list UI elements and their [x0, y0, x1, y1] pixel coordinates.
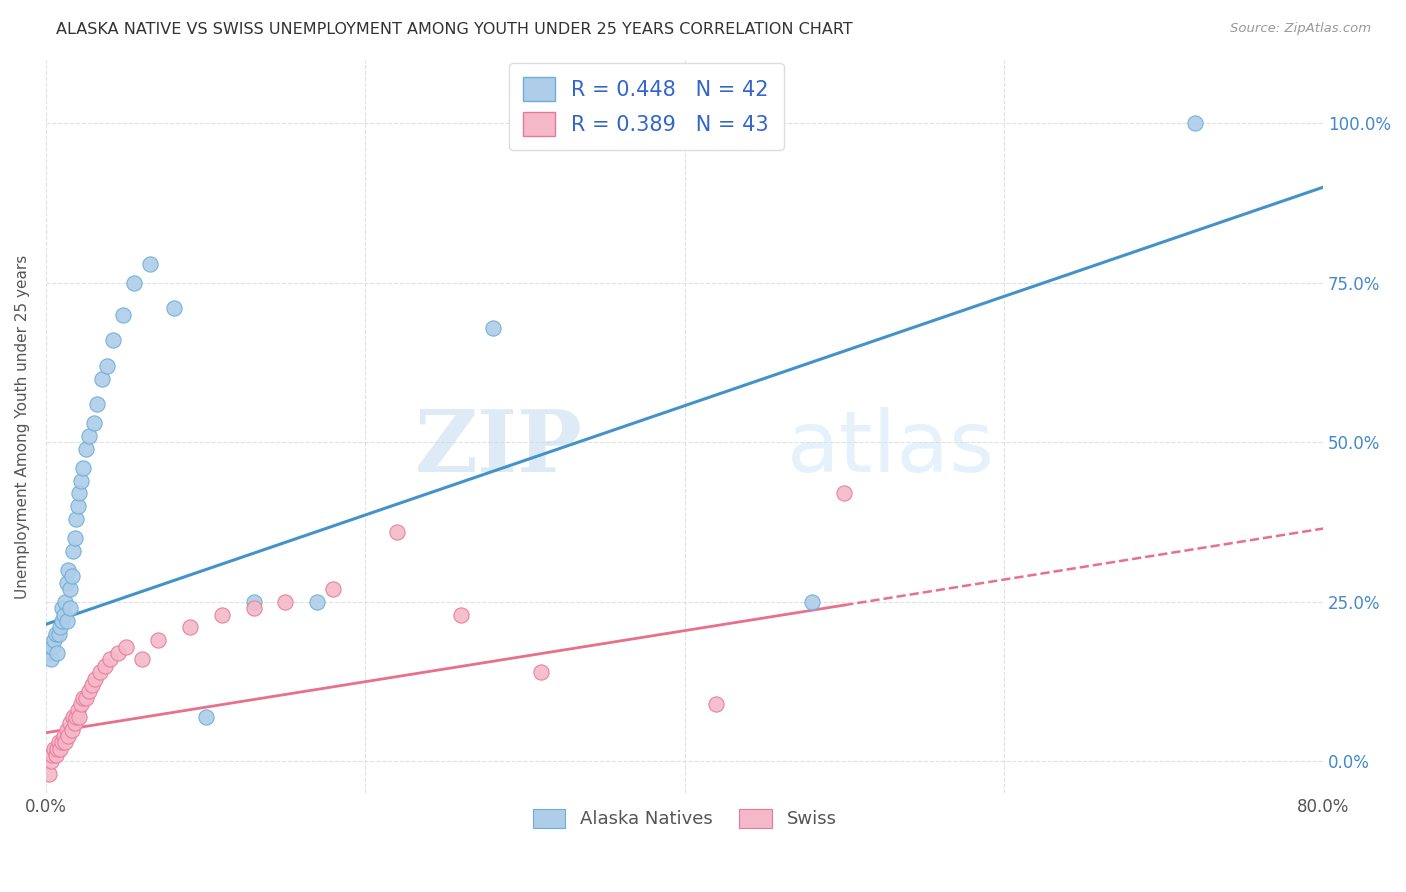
Point [163, 301, 186, 316]
Point [39, 755, 62, 769]
Point [131, 652, 153, 666]
Point [274, 595, 297, 609]
Point [94, 658, 117, 673]
Point [66, 703, 89, 717]
Text: Source: ZipAtlas.com: Source: ZipAtlas.com [1230, 22, 1371, 36]
Text: ALASKA NATIVE VS SWISS UNEMPLOYMENT AMONG YOUTH UNDER 25 YEARS CORRELATION CHART: ALASKA NATIVE VS SWISS UNEMPLOYMENT AMON… [56, 22, 853, 37]
Point [75, 690, 97, 705]
Point [49, 620, 72, 634]
Point [62, 544, 84, 558]
Point [114, 640, 136, 654]
Point [72, 690, 94, 705]
Point [69, 486, 91, 500]
Point [51, 601, 73, 615]
Point [49, 741, 72, 756]
Point [70, 474, 93, 488]
Point [242, 601, 264, 615]
Point [98, 652, 121, 666]
Point [307, 595, 329, 609]
Point [46, 646, 69, 660]
Point [59, 601, 82, 615]
Point [59, 716, 82, 731]
Point [706, 697, 728, 711]
Text: atlas: atlas [787, 407, 994, 490]
Point [107, 646, 129, 660]
Point [62, 710, 84, 724]
Point [89, 665, 111, 679]
Point [42, 741, 65, 756]
Point [45, 747, 67, 762]
Point [385, 524, 408, 539]
Text: ZIP: ZIP [415, 407, 582, 491]
Point [86, 397, 108, 411]
Point [38, 767, 60, 781]
Point [1184, 116, 1206, 130]
Point [42, 633, 65, 648]
Point [179, 620, 201, 634]
Point [96, 359, 118, 373]
Point [450, 607, 472, 622]
Point [72, 461, 94, 475]
Point [38, 646, 60, 660]
Point [60, 723, 83, 737]
Point [101, 334, 124, 348]
Point [139, 257, 162, 271]
Point [53, 595, 76, 609]
Point [52, 607, 75, 622]
Point [122, 276, 145, 290]
Point [45, 627, 67, 641]
Point [48, 735, 70, 749]
Point [60, 569, 83, 583]
Point [69, 710, 91, 724]
Legend: Alaska Natives, Swiss: Alaska Natives, Swiss [526, 801, 844, 836]
Point [63, 716, 86, 731]
Point [530, 665, 553, 679]
Point [41, 747, 63, 762]
Point [194, 710, 217, 724]
Point [41, 640, 63, 654]
Point [70, 697, 93, 711]
Point [242, 595, 264, 609]
Point [83, 417, 105, 431]
Y-axis label: Unemployment Among Youth under 25 years: Unemployment Among Youth under 25 years [15, 254, 30, 599]
Point [52, 729, 75, 743]
Point [146, 633, 169, 648]
Point [51, 735, 73, 749]
Point [111, 308, 134, 322]
Point [66, 500, 89, 514]
Point [90, 371, 112, 385]
Point [53, 735, 76, 749]
Point [55, 723, 77, 737]
Point [58, 563, 80, 577]
Point [77, 429, 100, 443]
Point [801, 595, 824, 609]
Point [77, 684, 100, 698]
Point [75, 442, 97, 456]
Point [65, 512, 87, 526]
Point [322, 582, 344, 597]
Point [63, 531, 86, 545]
Point [39, 652, 62, 666]
Point [82, 678, 104, 692]
Point [65, 710, 87, 724]
Point [55, 575, 77, 590]
Point [51, 614, 73, 628]
Point [482, 320, 505, 334]
Point [832, 486, 855, 500]
Point [48, 627, 70, 641]
Point [46, 741, 69, 756]
Point [55, 614, 77, 628]
Point [58, 729, 80, 743]
Point [59, 582, 82, 597]
Point [211, 607, 233, 622]
Point [84, 672, 107, 686]
